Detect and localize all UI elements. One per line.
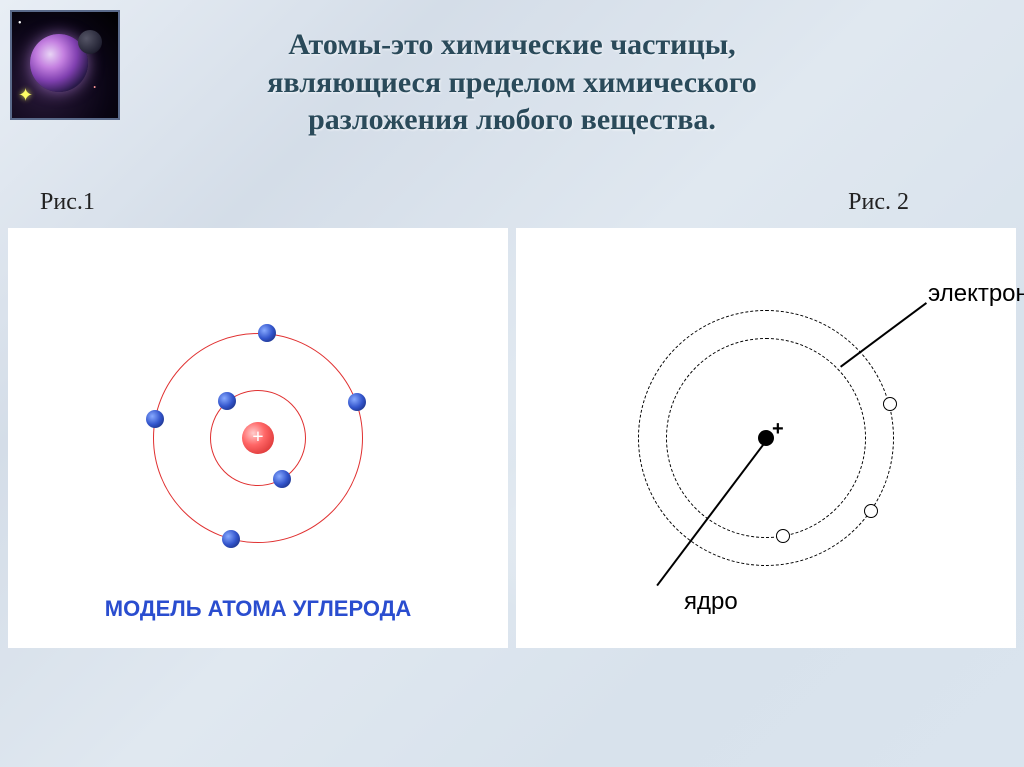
- figure-labels-row: Рис.1 Рис. 2: [0, 139, 1024, 228]
- title-line-1: Атомы-это химические частицы,: [130, 26, 894, 64]
- electron-icon: [348, 393, 366, 411]
- title-line-2: являющиеся пределом химического: [130, 64, 894, 102]
- nucleus-label: ядро: [684, 588, 738, 616]
- pointer-line: [840, 302, 927, 367]
- electron-icon: [222, 530, 240, 548]
- planet-small: [78, 30, 102, 54]
- figure-label-1: Рис.1: [40, 189, 95, 216]
- page-title: Атомы-это химические частицы, являющиеся…: [0, 0, 1024, 139]
- panel-atom-structure: + электроныядро: [516, 228, 1016, 648]
- electrons-label: электроны: [928, 280, 1024, 308]
- figure-label-2: Рис. 2: [848, 189, 909, 216]
- electron-icon: [146, 410, 164, 428]
- diagram1-caption: МОДЕЛЬ АТОМА УГЛЕРОДА: [8, 596, 508, 622]
- electron-icon: [218, 392, 236, 410]
- electron-icon: [258, 324, 276, 342]
- space-icon: ✦ • •: [10, 10, 120, 120]
- electron-icon: [273, 470, 291, 488]
- orbit-ring: [153, 333, 363, 543]
- panel-carbon-model: + МОДЕЛЬ АТОМА УГЛЕРОДА: [8, 228, 508, 648]
- electron-icon: [864, 504, 878, 518]
- orbit-ring: [638, 310, 894, 566]
- star-icon: ✦: [18, 85, 33, 106]
- electron-icon: [776, 529, 790, 543]
- panels-row: + МОДЕЛЬ АТОМА УГЛЕРОДА + электроныядро: [0, 228, 1024, 648]
- electron-icon: [883, 397, 897, 411]
- star-icon: •: [18, 18, 22, 29]
- star-icon: •: [93, 83, 96, 92]
- title-line-3: разложения любого вещества.: [130, 101, 894, 139]
